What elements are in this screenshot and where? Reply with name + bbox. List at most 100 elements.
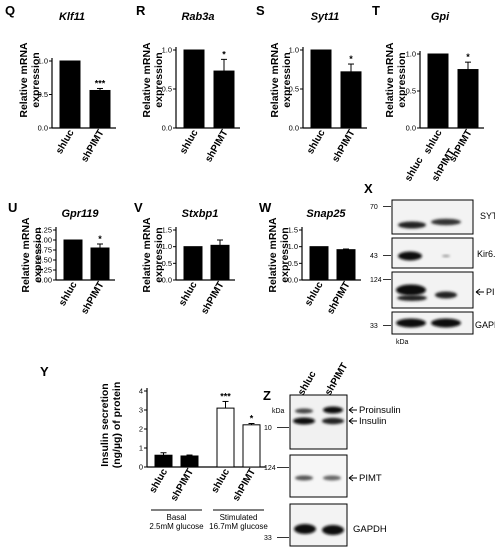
x-tick-label-shluc: shluc xyxy=(177,280,200,308)
y-tick-label: 1.5 xyxy=(162,226,172,235)
x-tick-label-shpimt: shPIMT xyxy=(169,467,196,503)
x-tick-label-shpimt: shPIMT xyxy=(79,280,106,316)
significance-marker: * xyxy=(349,54,353,64)
y-tick-label: 0.5 xyxy=(289,85,299,94)
x-tick-label-shpimt: shPIMT xyxy=(325,280,352,316)
x-tick-label-shluc: shluc xyxy=(57,280,80,308)
panel-letter-v: V xyxy=(134,200,143,215)
blot-x-lane-label: shPIMT xyxy=(430,147,457,183)
x-tick-label-shpimt: shPIMT xyxy=(199,280,226,316)
x-tick-label-shluc: shluc xyxy=(303,280,326,308)
band-gapdh-z-shpimt xyxy=(322,525,344,535)
bar-shpimt xyxy=(180,455,199,468)
blot-x-mw-43: 43 xyxy=(370,253,378,260)
y-axis-label-y: Insulin secretion(ng/µg) of protein xyxy=(99,382,123,469)
y-axis-label-line-2: expression xyxy=(30,52,42,107)
panel-letter-u: U xyxy=(8,200,17,215)
bar-shpimt xyxy=(457,69,479,129)
x-tick-label-shluc: shluc xyxy=(210,467,233,495)
panel-letter-t: T xyxy=(372,3,380,18)
y-tick-label: 1.0 xyxy=(162,46,172,55)
y-axis-label-line-1: Relative mRNA xyxy=(267,217,279,293)
y-tick-label: 1.5 xyxy=(288,226,298,235)
blot-z-mw-124: 124 xyxy=(264,465,276,472)
blot-z-label-insulin: Insulin xyxy=(359,416,386,427)
x-tick-label-shluc: shluc xyxy=(305,128,328,156)
panel-letter-w: W xyxy=(259,200,272,215)
panel-letter-q: Q xyxy=(5,3,15,18)
x-tick-label-shluc: shluc xyxy=(422,128,445,156)
gene-title-t: Gpi xyxy=(431,11,450,23)
bar-shluc xyxy=(154,454,173,468)
y-tick-label: 0.5 xyxy=(38,90,48,99)
y-tick-label: 1.00 xyxy=(37,236,52,245)
arrow-head-pimt xyxy=(348,474,354,482)
gene-title-w: Snap25 xyxy=(306,208,346,220)
gene-title-u: Gpr119 xyxy=(61,208,99,220)
y-axis-label-s: Relative mRNAexpression xyxy=(269,42,293,118)
y-tick-label: 1.0 xyxy=(38,57,48,66)
band-pimt-z-shluc xyxy=(295,475,313,481)
blot-x-label-gapdh: GAPDH xyxy=(475,320,495,330)
y-tick-label: 0 xyxy=(139,463,143,472)
bar-shpimt xyxy=(340,71,362,129)
significance-marker: *** xyxy=(220,391,231,401)
y-axis-label-line-1: Relative mRNA xyxy=(141,42,153,118)
x-tick-label-shluc: shluc xyxy=(54,128,77,156)
gene-title-q: Klf11 xyxy=(59,11,85,23)
band-insulin-shluc xyxy=(293,417,315,425)
band-proinsulin-shpimt xyxy=(323,406,343,414)
y-tick-label: 0.00 xyxy=(37,276,52,285)
bar-shluc xyxy=(59,60,81,129)
bar-shluc xyxy=(63,239,83,281)
panel-letter-y: Y xyxy=(40,364,49,379)
blot-x-label-kir62: Kir6.2 xyxy=(477,249,495,259)
y-axis-label-line-2: expression xyxy=(396,52,408,107)
y-axis-label-line-2: expression xyxy=(32,227,44,282)
bar-shpimt xyxy=(89,89,111,129)
y-tick-label: 4 xyxy=(139,387,143,396)
arrow-head-proinsulin xyxy=(348,406,354,414)
y-axis-label-line-2: expression xyxy=(153,227,165,282)
x-tick-label-shpimt: shPIMT xyxy=(79,128,106,164)
y-tick-label: 0.0 xyxy=(162,124,172,133)
y-tick-label: 0.0 xyxy=(406,124,416,133)
y-axis-label-w: Relative mRNAexpression xyxy=(267,217,291,293)
group-sub-stimulated: 16.7mM glucose xyxy=(209,522,268,531)
bar-shluc xyxy=(183,246,203,281)
y-axis-label-line-2: (ng/µg) of protein xyxy=(111,382,123,469)
band-kir62-shpimt xyxy=(442,254,450,258)
x-tick-label-shpimt: shPIMT xyxy=(330,128,357,164)
y-axis-label-line-1: Relative mRNA xyxy=(384,42,396,118)
x-tick-label-shluc: shluc xyxy=(178,128,201,156)
bar-shluc xyxy=(309,246,329,281)
bar-shpimt xyxy=(210,244,230,281)
group-label-stimulated: Stimulated xyxy=(220,513,258,522)
bar-shluc xyxy=(310,49,332,129)
blot-z-label-pimt: PIMT xyxy=(359,473,382,484)
x-tick-label-shpimt: shPIMT xyxy=(203,128,230,164)
group-label-basal: Basal xyxy=(166,513,186,522)
blot-box-syt13 xyxy=(391,199,474,235)
gene-title-r: Rab3a xyxy=(181,11,214,23)
y-tick-label: 1.0 xyxy=(289,46,299,55)
x-tick-label-shluc: shluc xyxy=(148,467,171,495)
y-tick-label: 0.0 xyxy=(38,124,48,133)
y-axis-label-t: Relative mRNAexpression xyxy=(384,42,408,118)
blot-z-lane-label: shPIMT xyxy=(323,361,350,397)
band-gapdh-z-shluc xyxy=(294,524,316,534)
band-pimt-shpimt xyxy=(435,291,457,299)
band-gapdh-shpimt xyxy=(431,318,461,328)
panel-letter-z: Z xyxy=(263,388,271,403)
bar-shluc xyxy=(216,407,235,468)
y-tick-label: 0.50 xyxy=(37,256,52,265)
band-pimt-z-shpimt xyxy=(323,475,341,481)
panel-letter-x: X xyxy=(364,181,373,196)
bar-shluc xyxy=(427,53,449,129)
y-axis-label-line-1: Relative mRNA xyxy=(20,217,32,293)
significance-marker: * xyxy=(98,234,102,244)
band-pimt-shluc-lower xyxy=(397,295,427,301)
blot-z-box-pimt xyxy=(289,454,348,498)
blot-z-label-gapdh: GAPDH xyxy=(353,524,387,535)
